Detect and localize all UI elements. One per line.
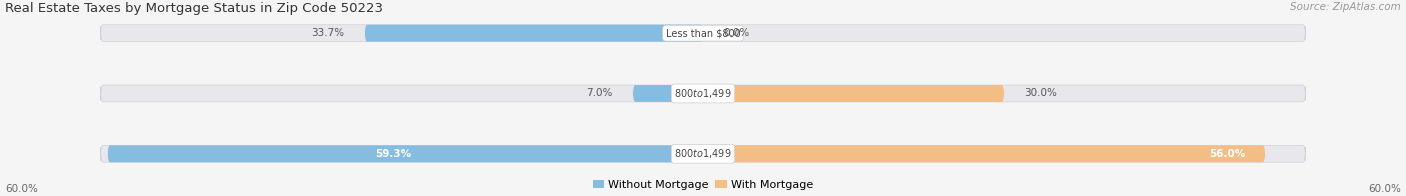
Text: Real Estate Taxes by Mortgage Status in Zip Code 50223: Real Estate Taxes by Mortgage Status in … — [6, 2, 382, 15]
Text: Less than $800: Less than $800 — [665, 28, 741, 38]
Legend: Without Mortgage, With Mortgage: Without Mortgage, With Mortgage — [588, 175, 818, 194]
FancyBboxPatch shape — [633, 85, 703, 102]
Text: 59.3%: 59.3% — [375, 149, 412, 159]
Text: $800 to $1,499: $800 to $1,499 — [675, 87, 731, 100]
FancyBboxPatch shape — [100, 85, 1306, 102]
Text: 33.7%: 33.7% — [311, 28, 344, 38]
Text: 30.0%: 30.0% — [1025, 88, 1057, 98]
Text: $800 to $1,499: $800 to $1,499 — [675, 147, 731, 160]
Text: 0.0%: 0.0% — [723, 28, 749, 38]
FancyBboxPatch shape — [703, 145, 1265, 162]
FancyBboxPatch shape — [107, 145, 703, 162]
FancyBboxPatch shape — [100, 145, 1306, 162]
Text: 60.0%: 60.0% — [6, 184, 38, 194]
FancyBboxPatch shape — [703, 85, 1004, 102]
Text: 60.0%: 60.0% — [1368, 184, 1400, 194]
Text: Source: ZipAtlas.com: Source: ZipAtlas.com — [1291, 2, 1400, 12]
FancyBboxPatch shape — [364, 25, 703, 42]
FancyBboxPatch shape — [100, 25, 1306, 42]
Text: 56.0%: 56.0% — [1209, 149, 1246, 159]
Text: 7.0%: 7.0% — [586, 88, 613, 98]
